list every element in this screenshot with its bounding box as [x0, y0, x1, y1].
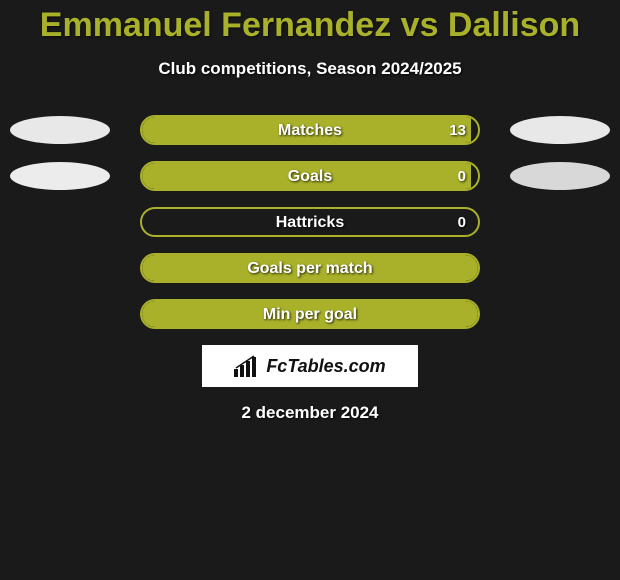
stats-area: Matches 13 Goals 0 Hattricks 0 Goals per… [0, 115, 620, 329]
stat-label: Goals [142, 163, 478, 191]
stat-row-goals: Goals 0 [0, 161, 620, 191]
stat-label: Hattricks [142, 209, 478, 237]
fctables-logo: FcTables.com [202, 345, 418, 387]
stat-value: 13 [449, 117, 466, 145]
left-ellipse-icon [10, 162, 110, 190]
date-text: 2 december 2024 [0, 403, 620, 423]
right-ellipse-icon [510, 162, 610, 190]
subtitle: Club competitions, Season 2024/2025 [0, 59, 620, 79]
stat-row-min-per-goal: Min per goal [0, 299, 620, 329]
stat-bar: Matches 13 [140, 115, 480, 145]
stat-bar: Hattricks 0 [140, 207, 480, 237]
right-ellipse-icon [510, 116, 610, 144]
page-title: Emmanuel Fernandez vs Dallison [0, 0, 620, 45]
stat-row-matches: Matches 13 [0, 115, 620, 145]
stat-bar: Goals 0 [140, 161, 480, 191]
stat-bar: Goals per match [140, 253, 480, 283]
stat-label: Min per goal [142, 301, 478, 329]
left-ellipse-icon [10, 116, 110, 144]
stat-value: 0 [458, 209, 466, 237]
bars-icon [234, 355, 260, 377]
stat-label: Goals per match [142, 255, 478, 283]
stat-row-goals-per-match: Goals per match [0, 253, 620, 283]
stat-label: Matches [142, 117, 478, 145]
logo-text: FcTables.com [266, 356, 385, 377]
stat-bar: Min per goal [140, 299, 480, 329]
stat-value: 0 [458, 163, 466, 191]
stat-row-hattricks: Hattricks 0 [0, 207, 620, 237]
